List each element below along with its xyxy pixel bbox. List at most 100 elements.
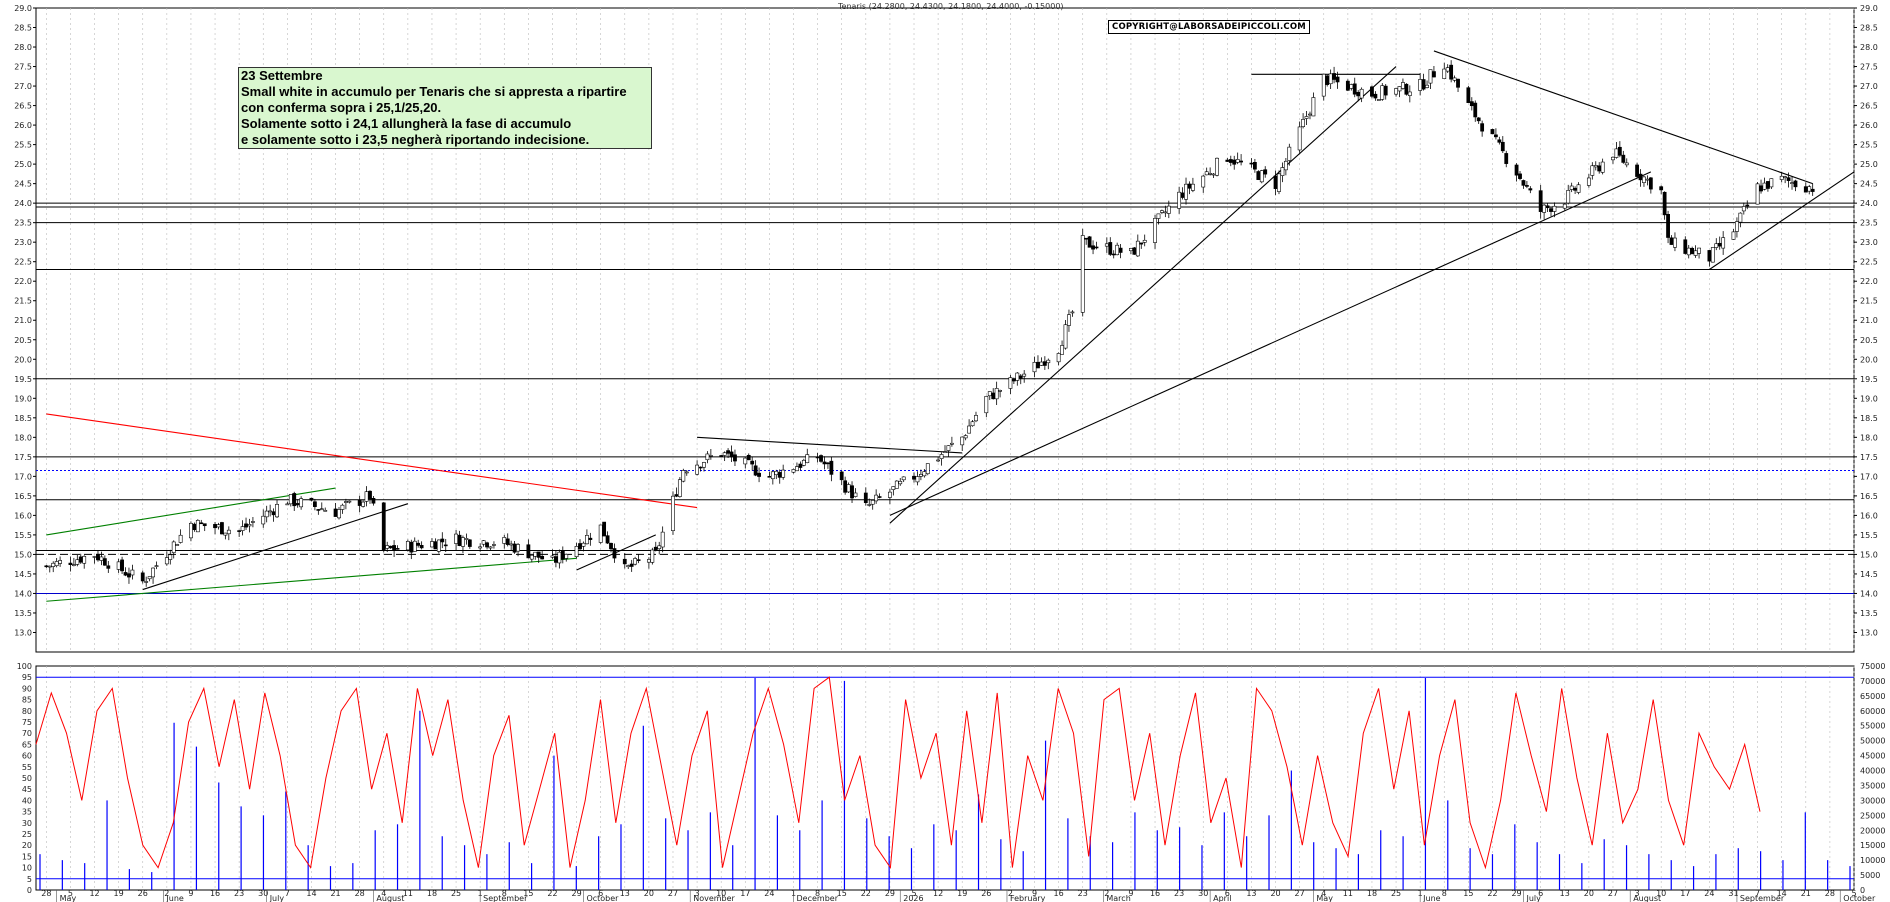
- candle-body: [1256, 171, 1261, 180]
- x-day-label: 3: [695, 889, 700, 898]
- volume-tick-label: 45000: [1860, 752, 1885, 761]
- candle-body: [1187, 183, 1192, 189]
- candle-body: [1091, 245, 1095, 250]
- candle-body: [798, 463, 803, 468]
- annotation-line: 23 Settembre: [241, 68, 323, 83]
- candle-body: [192, 523, 197, 531]
- candle-body: [1759, 185, 1763, 192]
- x-day-label: 16: [210, 889, 220, 898]
- candle-body: [512, 543, 517, 553]
- candle-body: [1566, 190, 1571, 204]
- candle-body: [646, 559, 651, 563]
- y-tick-label: 28.0: [1860, 43, 1878, 52]
- candle-body: [839, 471, 844, 481]
- candle-body: [1032, 361, 1037, 373]
- x-day-label: 29: [1511, 889, 1521, 898]
- x-day-label: 14: [1777, 889, 1787, 898]
- candle-body: [343, 501, 348, 503]
- candle-body: [774, 470, 779, 475]
- candle-body: [1383, 85, 1388, 96]
- candle-body: [1407, 91, 1412, 96]
- osc-tick-label: 40: [22, 796, 32, 805]
- candlesticks: [44, 60, 1815, 587]
- candle-body: [1335, 76, 1340, 83]
- y-tick-label: 19.0: [1860, 394, 1878, 403]
- candle-body: [853, 492, 858, 497]
- candle-body: [998, 390, 1002, 392]
- candle-body: [1738, 212, 1743, 223]
- x-day-label: 9: [188, 889, 193, 898]
- candle-body: [695, 464, 699, 475]
- candle-body: [1349, 84, 1354, 89]
- candle-body: [1111, 253, 1116, 256]
- candle-body: [967, 425, 972, 434]
- candle-body: [829, 460, 834, 475]
- y-tick-label: 19.5: [1860, 375, 1878, 384]
- annotation-line: e solamente sotto i 23,5 negherà riporta…: [241, 132, 590, 147]
- annotation-line: con conferma sopra i 25,1/25,20.: [241, 100, 442, 115]
- candle-body: [1445, 67, 1450, 72]
- candle-body: [939, 454, 944, 459]
- candle-body: [1022, 373, 1027, 377]
- x-month-label: October: [586, 894, 619, 902]
- candle-body: [140, 572, 145, 582]
- candle-body: [1552, 205, 1557, 212]
- candle-body: [636, 559, 641, 562]
- x-day-label: 9: [1128, 889, 1133, 898]
- candle-body: [1094, 246, 1099, 249]
- candle-body: [1328, 73, 1333, 85]
- x-day-label: 8: [815, 889, 820, 898]
- x-month-label: August: [376, 894, 404, 902]
- candle-body: [1521, 180, 1526, 186]
- candle-body: [1325, 75, 1330, 85]
- candle-body: [626, 565, 631, 568]
- trendline: [46, 487, 336, 536]
- candle-body: [767, 476, 772, 478]
- candle-body: [92, 556, 97, 558]
- candle-body: [371, 497, 376, 504]
- candle-body: [1645, 178, 1650, 181]
- osc-tick-label: 20: [22, 841, 32, 850]
- candle-body: [1132, 247, 1137, 255]
- x-day-label: 22: [547, 889, 557, 898]
- candle-body: [743, 457, 748, 465]
- x-day-label: 18: [427, 889, 437, 898]
- candle-body: [164, 557, 169, 565]
- candle-body: [1263, 169, 1268, 175]
- candle-body: [1129, 248, 1133, 252]
- candle-body: [629, 563, 634, 567]
- y-tick-label: 13.0: [14, 628, 32, 637]
- candle-body: [1418, 79, 1423, 91]
- candle-body: [901, 476, 906, 481]
- candle-body: [612, 548, 617, 559]
- trendline: [1709, 171, 1855, 270]
- candle-body: [1428, 69, 1433, 84]
- copyright-label: COPYRIGHT@LABORSADEIPICCOLI.COM: [1108, 20, 1310, 34]
- candle-body: [443, 544, 448, 547]
- volume-tick-label: 5000: [1860, 871, 1880, 880]
- candle-body: [708, 455, 713, 457]
- candle-body: [1056, 353, 1061, 363]
- oscillator-grid: [35, 665, 1855, 891]
- trendline: [1433, 50, 1813, 185]
- candle-body: [1735, 221, 1739, 232]
- candle-body: [550, 555, 555, 558]
- candle-body: [1297, 126, 1302, 151]
- x-day-label: 10: [1656, 889, 1666, 898]
- osc-tick-label: 85: [22, 696, 32, 705]
- candle-body: [918, 474, 923, 477]
- candle-body: [1104, 243, 1109, 247]
- x-day-label: 26: [981, 889, 991, 898]
- y-tick-label: 26.0: [14, 121, 32, 130]
- candle-body: [1786, 177, 1791, 181]
- candle-body: [960, 436, 965, 446]
- candle-body: [347, 500, 352, 503]
- osc-tick-label: 10: [22, 864, 32, 873]
- y-tick-label: 27.5: [14, 63, 32, 72]
- candle-body: [505, 538, 510, 545]
- candle-body: [1621, 154, 1626, 163]
- candle-body: [457, 534, 462, 546]
- y-tick-label: 27.5: [1860, 63, 1878, 72]
- y-tick-label: 28.5: [1860, 24, 1878, 33]
